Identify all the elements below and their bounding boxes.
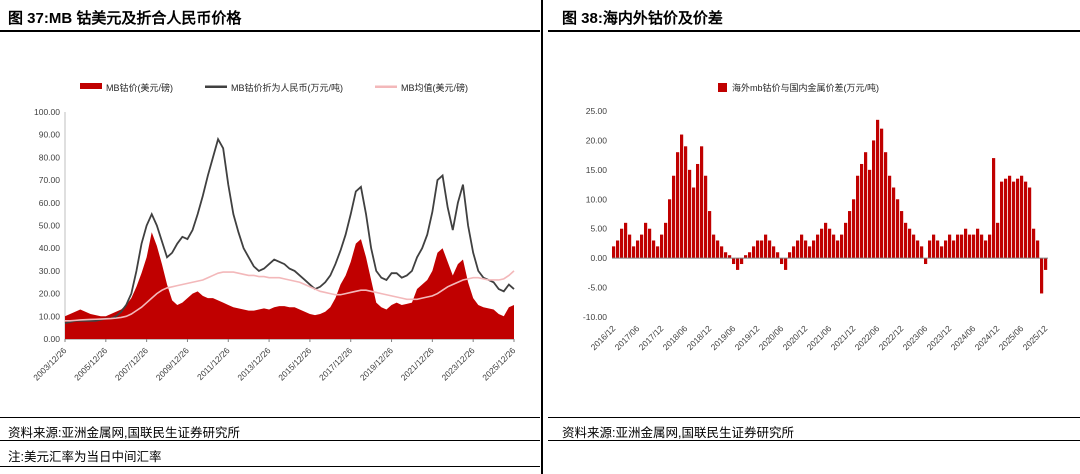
svg-text:2025/06: 2025/06	[997, 323, 1026, 352]
svg-text:2018/12: 2018/12	[685, 323, 714, 352]
svg-text:MB钴价(美元/磅): MB钴价(美元/磅)	[106, 82, 173, 93]
svg-text:2021/06: 2021/06	[805, 323, 834, 352]
svg-text:20.00: 20.00	[586, 135, 608, 145]
svg-text:2022/12: 2022/12	[877, 323, 906, 352]
svg-text:2009/12/26: 2009/12/26	[154, 345, 191, 382]
svg-text:20.00: 20.00	[39, 289, 61, 299]
svg-text:2024/06: 2024/06	[949, 323, 978, 352]
svg-text:2011/12/26: 2011/12/26	[195, 345, 232, 382]
svg-text:2025/12/26: 2025/12/26	[480, 345, 517, 382]
figure-38-title-underline	[548, 30, 1080, 32]
svg-text:MB钴价折为人民币(万元/吨): MB钴价折为人民币(万元/吨)	[231, 82, 343, 93]
cobalt-price-spread-chart: -10.00 -5.00 0.00 5.00 10.00 15.00 20.00 25.00 2…	[583, 82, 1050, 352]
svg-text:2022/06: 2022/06	[853, 323, 882, 352]
svg-text:25.00: 25.00	[586, 106, 608, 116]
svg-text:2023/12: 2023/12	[925, 323, 954, 352]
figure-37-note: 注:美元汇率为当日中间汇率	[8, 450, 162, 464]
svg-text:2021/12: 2021/12	[829, 323, 858, 352]
svg-text:2003/12/26: 2003/12/26	[31, 345, 68, 382]
panel-divider	[541, 0, 543, 474]
svg-text:70.00: 70.00	[39, 175, 61, 185]
svg-text:2024/12: 2024/12	[973, 323, 1002, 352]
svg-text:90.00: 90.00	[39, 130, 61, 140]
svg-text:15.00: 15.00	[586, 165, 608, 175]
svg-text:2017/12: 2017/12	[637, 323, 666, 352]
svg-text:5.00: 5.00	[590, 224, 607, 234]
svg-text:0.00: 0.00	[590, 253, 607, 263]
svg-text:2015/12/26: 2015/12/26	[276, 345, 313, 382]
svg-text:-5.00: -5.00	[588, 283, 608, 293]
svg-text:2025/12: 2025/12	[1021, 323, 1050, 352]
svg-text:30.00: 30.00	[39, 266, 61, 276]
figure-37-footer-rule-top	[0, 417, 540, 418]
svg-text:2007/12/26: 2007/12/26	[113, 345, 150, 382]
figure-37-title: 图 37:MB 钴美元及折合人民币价格	[8, 10, 242, 27]
svg-text:-10.00: -10.00	[583, 312, 607, 322]
mb-cobalt-price-chart: 0.00 10.00 20.00 30.00 40.00 50.00 60.00 70.00 8…	[31, 82, 517, 382]
figure-37-footer-rule-mid	[0, 440, 540, 441]
svg-text:10.00: 10.00	[39, 311, 61, 321]
svg-text:2023/06: 2023/06	[901, 323, 930, 352]
svg-text:MB均值(美元/磅): MB均值(美元/磅)	[401, 82, 468, 93]
figure-37-footer-rule-bottom	[0, 466, 540, 467]
figure-38-footer-rule-top	[548, 417, 1080, 418]
svg-text:2019/12/26: 2019/12/26	[358, 345, 395, 382]
svg-text:2016/12: 2016/12	[589, 323, 618, 352]
svg-text:2019/06: 2019/06	[709, 323, 738, 352]
svg-text:100.00: 100.00	[34, 107, 60, 117]
svg-text:10.00: 10.00	[586, 194, 608, 204]
svg-text:50.00: 50.00	[39, 221, 61, 231]
svg-text:40.00: 40.00	[39, 243, 61, 253]
figure-38-title: 图 38:海内外钴价及价差	[562, 10, 723, 27]
svg-text:2019/12: 2019/12	[733, 323, 762, 352]
svg-text:80.00: 80.00	[39, 152, 61, 162]
svg-text:2021/12/26: 2021/12/26	[399, 345, 436, 382]
svg-text:2005/12/26: 2005/12/26	[72, 345, 109, 382]
svg-text:2020/12: 2020/12	[781, 323, 810, 352]
svg-text:0.00: 0.00	[43, 334, 60, 344]
figure-37-source: 资料来源:亚洲金属网,国联民生证券研究所	[8, 426, 240, 440]
svg-text:2013/12/26: 2013/12/26	[235, 345, 272, 382]
figure-38-source: 资料来源:亚洲金属网,国联民生证券研究所	[562, 426, 794, 440]
svg-text:60.00: 60.00	[39, 198, 61, 208]
svg-text:2017/06: 2017/06	[613, 323, 642, 352]
svg-text:2018/06: 2018/06	[661, 323, 690, 352]
svg-text:2023/12/26: 2023/12/26	[439, 345, 476, 382]
svg-text:海外mb钴价与国内金属价差(万元/吨): 海外mb钴价与国内金属价差(万元/吨)	[732, 82, 879, 93]
svg-text:2020/06: 2020/06	[757, 323, 786, 352]
figure-38-footer-rule-bottom	[548, 440, 1080, 441]
figure-37-title-underline	[0, 30, 540, 32]
svg-text:2017/12/26: 2017/12/26	[317, 345, 354, 382]
